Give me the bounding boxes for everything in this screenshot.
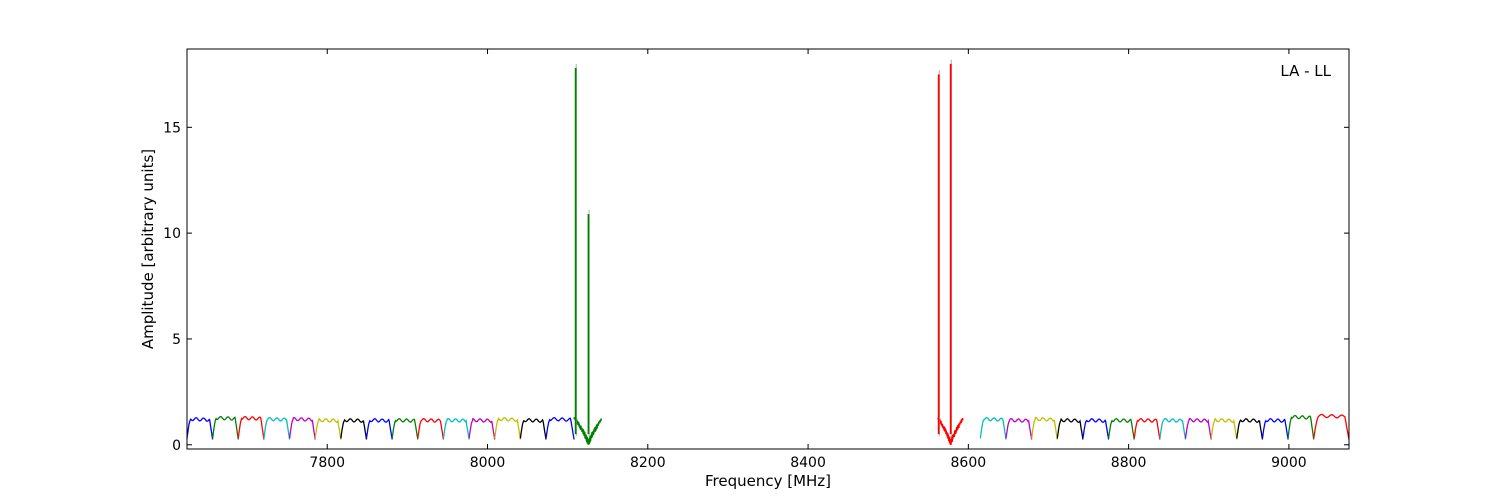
x-tick-label: 8800 (1111, 455, 1147, 471)
subband-line (1288, 416, 1314, 440)
x-tick-label: 8200 (630, 455, 666, 471)
subband-line (1237, 419, 1263, 440)
y-tick-label: 15 (163, 120, 181, 136)
subband-line (1134, 419, 1160, 440)
subband-line (546, 418, 574, 440)
subband-line (1186, 419, 1212, 440)
subband-line (238, 417, 264, 440)
subband-line (443, 419, 469, 440)
y-tick-label: 0 (172, 438, 181, 454)
subband-line (1263, 419, 1289, 440)
x-tick-label: 7800 (309, 455, 345, 471)
subband-line (367, 419, 393, 440)
subband-line (1032, 418, 1058, 440)
subband-line (1314, 414, 1349, 439)
y-tick-label: 10 (163, 226, 181, 242)
x-tick-label: 8600 (951, 455, 987, 471)
x-axis-label: Frequency [MHz] (705, 472, 831, 490)
subband-line (418, 419, 444, 440)
subband-line (495, 418, 521, 440)
subband-line (1083, 419, 1109, 440)
x-tick-label: 8000 (470, 455, 506, 471)
subband-line (1057, 419, 1083, 440)
series-layer (187, 60, 1349, 445)
subband-line (1006, 419, 1032, 440)
x-tick-label: 9000 (1271, 455, 1307, 471)
x-tick-label: 8400 (790, 455, 826, 471)
subband-line (315, 419, 341, 440)
subband-line (187, 418, 213, 440)
subband-line (980, 418, 1006, 440)
y-tick-label: 5 (172, 332, 181, 348)
subband-line (264, 418, 290, 440)
plot-frame (187, 49, 1349, 449)
annotation-label: LA - LL (1280, 62, 1331, 80)
subband-line (213, 417, 239, 440)
subband-line (341, 419, 367, 440)
subband-line (290, 418, 316, 440)
subband-line (469, 419, 495, 440)
subband-line (1211, 419, 1237, 440)
subband-line (1160, 419, 1186, 440)
ticks-layer: 7800 8000 8200 8400 8600 8800 9000 0 5 10 15 (163, 49, 1349, 471)
subband-line (392, 419, 418, 440)
subband-line (1109, 419, 1135, 440)
y-axis-label: Amplitude [arbitrary units] (139, 149, 157, 349)
subband-line (520, 419, 546, 440)
